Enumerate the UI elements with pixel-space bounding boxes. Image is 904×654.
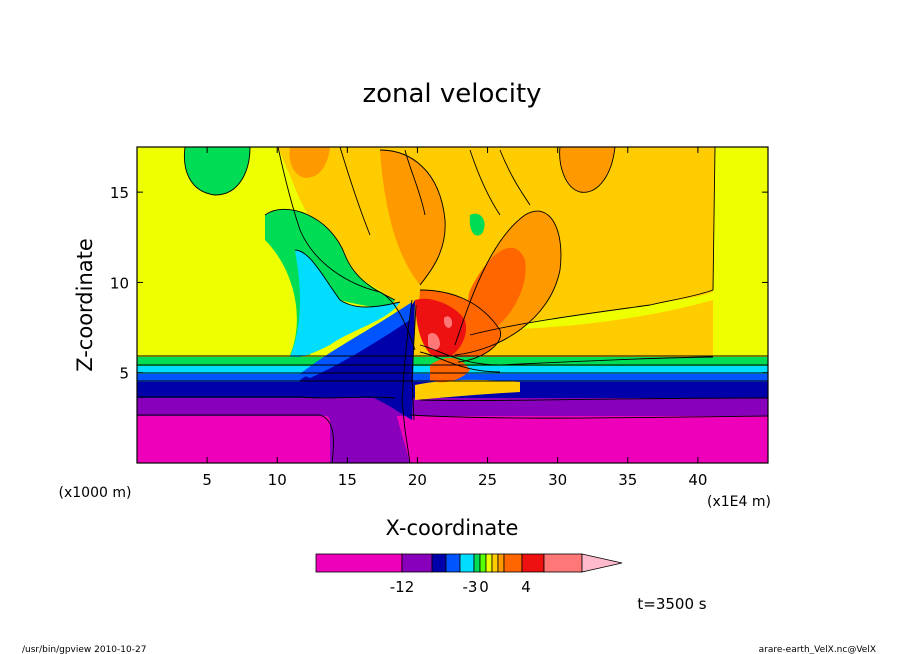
colorbar-swatch (485, 553, 493, 573)
time-label: t=3500 s (637, 595, 706, 613)
x-tick-label: 40 (688, 471, 707, 489)
x-unit-label: (x1000 m) (59, 485, 132, 501)
band-pink-spot2 (444, 316, 453, 328)
y-tick-label: 5 (119, 365, 129, 383)
colorbar-label: 0 (479, 578, 489, 596)
footer-left: /usr/bin/gpview 2010-10-27 (22, 645, 146, 654)
y-axis: 5 10 15 (110, 184, 768, 383)
colorbar-arrow (581, 553, 623, 573)
band-red-lee (430, 358, 470, 383)
colorbar (315, 553, 623, 573)
band-orange-lee (415, 379, 520, 400)
colorbar-swatch (459, 553, 475, 573)
x-tick-label: 20 (408, 471, 427, 489)
band-green-mid (265, 209, 395, 355)
contour-lines (137, 147, 768, 463)
colorbar-swatch (315, 553, 403, 573)
band-magenta-layer (137, 416, 768, 463)
y-tick-label: 10 (110, 274, 129, 292)
band-orange-plume2 (380, 150, 446, 285)
x-tick-label: 10 (268, 471, 287, 489)
y-axis-title: Z-coordinate (73, 238, 97, 372)
colorbar-swatch (431, 553, 447, 573)
x-axis: 5 10 15 20 25 30 35 40 (202, 147, 707, 489)
band-orange-plume (289, 147, 330, 178)
contour-field (137, 147, 768, 463)
colorbar-swatch (401, 553, 433, 573)
y-tick-label: 15 (110, 184, 129, 202)
x-tick-label: 25 (478, 471, 497, 489)
band-cyan (290, 250, 400, 357)
x-axis-title: X-coordinate (386, 516, 519, 540)
colorbar-swatch (445, 553, 461, 573)
band-purple-layer (137, 398, 768, 416)
x-multiplier-label: (x1E4 m) (707, 494, 771, 510)
colorbar-label: -3 (463, 578, 478, 596)
colorbar-swatch (491, 553, 499, 573)
band-orange-top (559, 147, 615, 193)
band-blue-plume (300, 302, 412, 378)
chart-title: zonal velocity (362, 79, 541, 109)
colorbar-swatch (521, 553, 545, 573)
band-crimson (415, 298, 466, 360)
colorbar-label: 4 (521, 578, 531, 596)
band-amber-right (470, 300, 713, 358)
x-tick-label: 5 (202, 471, 212, 489)
band-purple-plume (320, 398, 410, 463)
x-tick-label: 15 (338, 471, 357, 489)
colorbar-swatch (503, 553, 523, 573)
colorbar-swatch (497, 553, 505, 573)
x-tick-label: 35 (618, 471, 637, 489)
colorbar-labels: -12 -3 0 4 (390, 578, 531, 596)
band-green-spot (469, 213, 485, 236)
x-tick-label: 30 (548, 471, 567, 489)
band-pink-spot (428, 333, 440, 351)
plot-frame (136, 146, 769, 464)
band-green-left (184, 147, 250, 195)
colorbar-swatch (479, 553, 487, 573)
footer-right: arare-earth_VelX.nc@VelX (759, 645, 876, 654)
colorbar-swatch (473, 553, 481, 573)
colorbar-label: -12 (390, 578, 415, 596)
colorbar-swatch (543, 553, 583, 573)
band-red-lobe (468, 247, 526, 335)
